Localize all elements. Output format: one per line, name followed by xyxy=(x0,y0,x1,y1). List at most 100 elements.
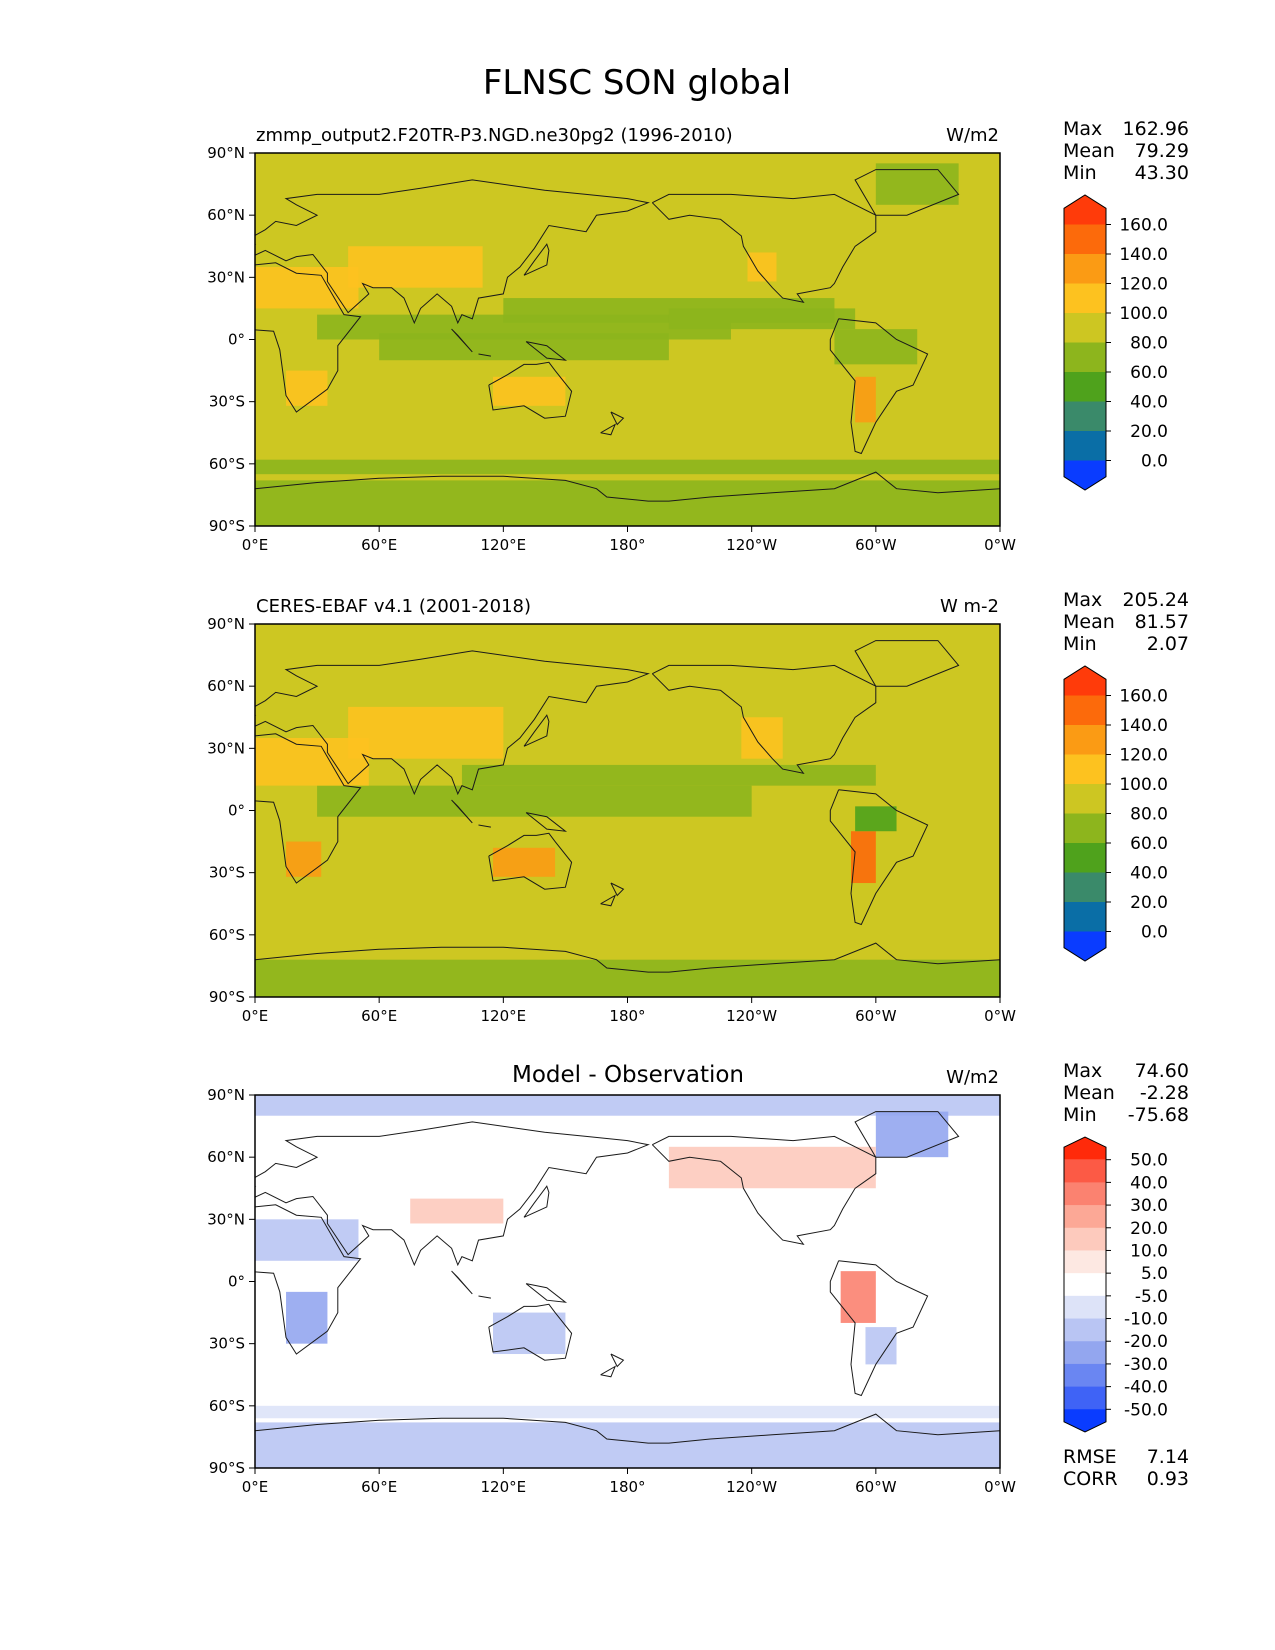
panel-units: W/m2 xyxy=(946,1067,999,1088)
skill-scores: RMSE 7.14 CORR 0.93 xyxy=(1063,1446,1189,1490)
colorbar-extend-top xyxy=(1064,1137,1106,1160)
colorbar-segment xyxy=(1064,401,1106,432)
lat-tick-label: 90°N xyxy=(207,1086,245,1104)
colorbar-tick-label: 100.0 xyxy=(1119,775,1168,795)
colorbar-segment xyxy=(1064,1182,1106,1206)
colorbar-tick-label: -50.0 xyxy=(1124,1400,1168,1420)
panel-difference: Model - Observation W/m2 90°N 60°N 30°N 0° 3… xyxy=(207,1060,1189,1496)
lat-tick-label: 60°N xyxy=(207,206,245,224)
coastline xyxy=(651,1135,877,1245)
colorbar-tick-label: 40.0 xyxy=(1130,393,1168,413)
heatmap-region xyxy=(668,308,856,330)
lat-tick-label: 30°S xyxy=(209,393,245,411)
colorbar-segment xyxy=(1064,1363,1106,1388)
lat-tick-label: 0° xyxy=(228,331,245,349)
colorbar: 50.040.0 30.0 20.010.0 5.0 -5.0 -10.0-20.0 -30… xyxy=(1063,1136,1168,1433)
heatmap-region xyxy=(855,376,876,423)
stat-value: 162.96 xyxy=(1123,118,1189,140)
coastlines xyxy=(255,1111,1000,1444)
panel-title-left: CERES-EBAF v4.1 (2001-2018) xyxy=(256,596,531,617)
lat-tick-label: 60°S xyxy=(209,455,245,473)
panel-observation: CERES-EBAF v4.1 (2001-2018) W m-2 90°N 60… xyxy=(207,589,1189,1025)
heatmap-region xyxy=(255,959,1000,997)
panel-units: W m-2 xyxy=(940,596,999,617)
colorbar-tick-label: 120.0 xyxy=(1119,275,1168,295)
heatmap-region xyxy=(379,333,669,361)
lon-tick-label: 120°W xyxy=(726,1007,777,1025)
colorbar-segment xyxy=(1064,1227,1106,1251)
coastline xyxy=(523,714,550,747)
coastlines xyxy=(255,169,1000,502)
coastline xyxy=(255,650,650,796)
corr-label: CORR xyxy=(1063,1468,1118,1490)
coastline xyxy=(600,894,617,907)
lon-tick-label: 180° xyxy=(609,1478,645,1496)
lon-tick-label: 60°W xyxy=(855,1007,897,1025)
colorbar: 160.0 140.0 120.0 100.0 80.0 60.0 40.0 20.0 0.0 xyxy=(1063,665,1168,962)
stat-value: 79.29 xyxy=(1135,140,1189,162)
panel-title-center: Model - Observation xyxy=(512,1062,744,1088)
colorbar-tick-label: 60.0 xyxy=(1130,363,1168,383)
coastline xyxy=(525,1283,568,1303)
lon-tick-label: 0°W xyxy=(984,1007,1016,1025)
colorbar-tick-label: 140.0 xyxy=(1119,245,1168,265)
colorbar-tick-label: 120.0 xyxy=(1119,746,1168,766)
heatmap-region xyxy=(348,246,483,288)
lon-tick-label: 120°E xyxy=(481,536,527,554)
colorbar-segment xyxy=(1064,1318,1106,1342)
colorbar-segment xyxy=(1064,372,1106,402)
colorbar-tick-label: 160.0 xyxy=(1119,216,1168,236)
coastline xyxy=(525,341,568,361)
stat-value: 43.30 xyxy=(1135,162,1189,184)
colorbar-extend-bottom xyxy=(1064,931,1106,961)
colorbar-segment xyxy=(1064,1295,1106,1320)
heatmap-cells xyxy=(255,624,1000,997)
coastline xyxy=(854,640,960,687)
lon-tick-label: 60°W xyxy=(855,536,897,554)
colorbar-extend-bottom xyxy=(1064,460,1106,490)
heatmap-region xyxy=(286,1291,328,1344)
coastline xyxy=(523,1185,550,1218)
heatmap-region xyxy=(255,480,1000,526)
stat-label: Max xyxy=(1063,118,1102,140)
heatmap-region xyxy=(875,1111,949,1158)
colorbar-segment xyxy=(1064,695,1106,726)
heatmap-region xyxy=(747,252,777,282)
lon-tick-label: 0°E xyxy=(242,1007,269,1025)
latitude-axis: 90°N 60°N 30°N 0° 30°S 60°S 90°S xyxy=(207,1086,255,1477)
coastline xyxy=(478,824,491,828)
coastline xyxy=(451,328,473,353)
stat-value: -75.68 xyxy=(1128,1104,1189,1126)
colorbar-segment xyxy=(1064,1159,1106,1183)
colorbar-segment xyxy=(1064,1273,1106,1297)
coastline xyxy=(610,411,625,426)
colorbar-segment xyxy=(1064,725,1106,755)
heatmap-region xyxy=(741,717,783,759)
colorbar-segment xyxy=(1064,342,1106,373)
stat-label: Mean xyxy=(1063,140,1115,162)
colorbar-tick-label: -5.0 xyxy=(1135,1287,1168,1307)
lon-tick-label: 0°E xyxy=(242,1478,269,1496)
panel-title-left: zmmp_output2.F20TR-P3.NGD.ne30pg2 (1996-… xyxy=(256,125,733,146)
stats-block: Max 162.96 Mean 79.29 Min 43.30 xyxy=(1063,118,1189,184)
colorbar-tick-label: 40.0 xyxy=(1130,864,1168,884)
lat-tick-label: 90°S xyxy=(209,988,245,1006)
colorbar-segment xyxy=(1064,1341,1106,1365)
colorbar-tick-label: 30.0 xyxy=(1130,1196,1168,1216)
colorbar-segment xyxy=(1064,902,1106,932)
coastline xyxy=(525,812,568,832)
coastline xyxy=(451,1270,473,1295)
coastline xyxy=(255,1204,362,1355)
colorbar-segment xyxy=(1064,872,1106,903)
coastline xyxy=(255,179,650,325)
colorbar-tick-label: -10.0 xyxy=(1124,1310,1168,1330)
colorbar-segment xyxy=(1064,843,1106,873)
colorbar-segment xyxy=(1064,313,1106,343)
stats-block: Max 74.60 Mean -2.28 Min -75.68 xyxy=(1063,1060,1189,1126)
heatmap-region xyxy=(492,847,556,877)
coastline xyxy=(255,471,1000,502)
colorbar-segment xyxy=(1064,254,1106,284)
heatmap-region xyxy=(255,459,1000,475)
coastline xyxy=(478,353,491,357)
